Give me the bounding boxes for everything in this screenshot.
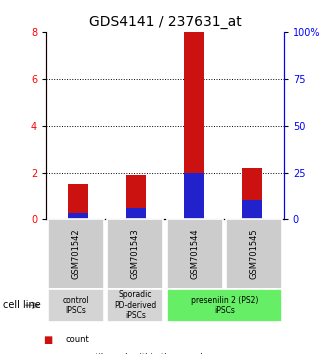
Title: GDS4141 / 237631_at: GDS4141 / 237631_at	[89, 16, 241, 29]
Text: cell line: cell line	[3, 300, 41, 310]
Text: GSM701542: GSM701542	[71, 229, 81, 279]
Bar	[126, 208, 146, 219]
Text: control
IPSCs: control IPSCs	[62, 296, 89, 315]
Bar	[184, 32, 204, 219]
Bar	[242, 168, 262, 219]
Bar	[68, 213, 88, 219]
Text: ■: ■	[43, 353, 52, 354]
Bar	[68, 184, 88, 219]
Text: percentile rank within the sample: percentile rank within the sample	[66, 353, 208, 354]
Text: ■: ■	[43, 335, 52, 345]
Text: GSM701543: GSM701543	[131, 229, 140, 279]
Text: count: count	[66, 335, 90, 344]
Text: GSM701544: GSM701544	[190, 229, 199, 279]
Bar	[184, 172, 204, 219]
Bar	[242, 200, 262, 219]
Bar	[126, 175, 146, 219]
Text: presenilin 2 (PS2)
iPSCs: presenilin 2 (PS2) iPSCs	[191, 296, 258, 315]
Text: Sporadic
PD-derived
iPSCs: Sporadic PD-derived iPSCs	[114, 290, 156, 320]
Text: GSM701545: GSM701545	[249, 229, 259, 279]
